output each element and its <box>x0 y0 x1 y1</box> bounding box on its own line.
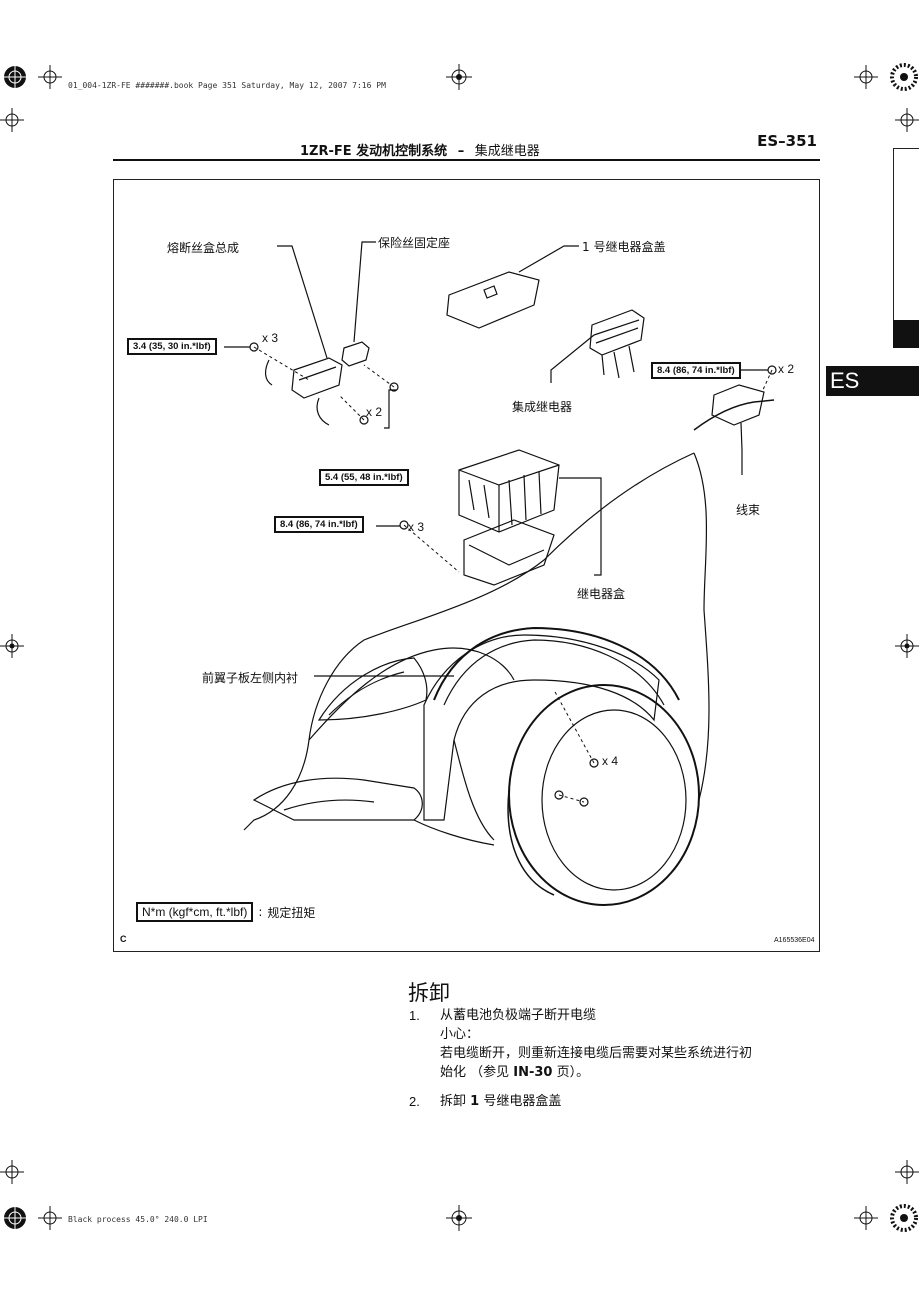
label-wire-harness: 线束 <box>736 503 761 517</box>
figure-id: A165536E04 <box>774 937 815 944</box>
registration-mark-icon <box>895 1160 919 1184</box>
quantity-x3-relay-box-bolts: x 3 <box>408 520 425 534</box>
registration-mark-icon <box>0 1160 24 1184</box>
legend-unit-box: N*m (kgf*cm, ft.*lbf) <box>136 902 254 922</box>
label-integration-relay: 集成继电器 <box>512 400 573 414</box>
step-1-number: 1. <box>409 1008 420 1023</box>
step-1-caution-line-2: 始化 （参见 IN-30 页）。 <box>440 1063 820 1082</box>
page-header: 1ZR-FE 发动机控制系统 – 集成继电器 <box>300 140 540 159</box>
registration-mark-icon <box>38 1206 62 1230</box>
header-rule <box>113 159 820 161</box>
step-1-text: 从蓄电池负极端子断开电缆 <box>440 1008 597 1023</box>
registration-mark-icon <box>854 1206 878 1230</box>
torque-legend: N*m (kgf*cm, ft.*lbf) : 规定扭矩 <box>136 902 315 922</box>
quantity-x2-holder-bolts: x 2 <box>366 405 383 419</box>
registration-mark-icon <box>2 64 28 90</box>
torque-spec-3-4: 3.4 (35, 30 in.*lbf) <box>127 338 217 355</box>
exploded-view-figure: 熔断丝盒总成 保险丝固定座 1 号继电器盒盖 集成继电器 线束 继电器盒 前翼子… <box>113 179 820 952</box>
registration-mark-icon <box>895 634 919 658</box>
section-title: 拆卸 <box>408 981 450 1005</box>
torque-spec-5-4: 5.4 (55, 48 in.*lbf) <box>319 469 409 486</box>
registration-mark-icon <box>890 63 918 91</box>
step-1: 从蓄电池负极端子断开电缆 小心： 若电缆断开，则重新连接电缆后需要对某些系统进行… <box>440 1006 820 1082</box>
legend-colon: : <box>258 905 263 919</box>
figure-drawing <box>224 241 777 906</box>
legend-text: 规定扭矩 <box>267 905 316 920</box>
quantity-x4-liner-clips: x 4 <box>602 754 619 768</box>
registration-mark-icon <box>890 1204 918 1232</box>
torque-spec-8-4-relay-box: 8.4 (86, 74 in.*lbf) <box>274 516 364 533</box>
header-separator: – <box>457 144 465 159</box>
figure-corner-letter: C <box>120 934 127 944</box>
quantity-x3-fuse-bolts: x 3 <box>262 331 279 345</box>
caution-reference-link[interactable]: IN-30 <box>513 1065 553 1080</box>
page-code: ES–351 <box>757 132 817 150</box>
step-1-caution-label: 小心： <box>440 1027 480 1042</box>
registration-mark-icon <box>446 64 472 90</box>
registration-mark-icon <box>0 634 24 658</box>
label-front-fender-liner: 前翼子板左侧内衬 <box>202 671 299 685</box>
print-info-top: 01_004-1ZR-FE #######.book Page 351 Satu… <box>68 81 386 90</box>
print-info-bottom: Black process 45.0° 240.0 LPI <box>68 1215 208 1224</box>
registration-mark-icon <box>446 1205 472 1231</box>
caution-line-2-prefix: 始化 （参见 <box>440 1065 514 1080</box>
step-2-text-prefix: 拆卸 <box>440 1094 471 1109</box>
header-subtitle: 集成继电器 <box>474 144 540 159</box>
registration-mark-icon <box>38 65 62 89</box>
caution-line-2-suffix: 页）。 <box>552 1065 590 1080</box>
registration-mark-icon <box>895 108 919 132</box>
step-2-text-suffix: 号继电器盒盖 <box>479 1094 562 1109</box>
registration-mark-icon <box>2 1205 28 1231</box>
step-2-text-number: 1 <box>470 1094 480 1109</box>
label-relay-box: 继电器盒 <box>577 587 626 601</box>
label-relay-box-cover: 1 号继电器盒盖 <box>582 240 666 254</box>
section-tab-es: ES <box>826 366 919 396</box>
side-tab-frame <box>893 148 919 348</box>
registration-mark-icon <box>854 65 878 89</box>
quantity-x2-harness-nuts: x 2 <box>778 362 795 376</box>
header-title: 1ZR-FE 发动机控制系统 <box>300 144 448 159</box>
label-fuse-holder: 保险丝固定座 <box>378 236 451 250</box>
step-2-number: 2. <box>409 1094 420 1109</box>
registration-mark-icon <box>0 108 24 132</box>
label-fuse-box-assembly: 熔断丝盒总成 <box>167 241 240 255</box>
step-1-caution-line-1: 若电缆断开，则重新连接电缆后需要对某些系统进行初 <box>440 1046 753 1061</box>
torque-spec-8-4-harness: 8.4 (86, 74 in.*lbf) <box>651 362 741 379</box>
step-2: 拆卸 1 号继电器盒盖 <box>440 1092 561 1111</box>
side-tab-marker <box>893 320 919 348</box>
